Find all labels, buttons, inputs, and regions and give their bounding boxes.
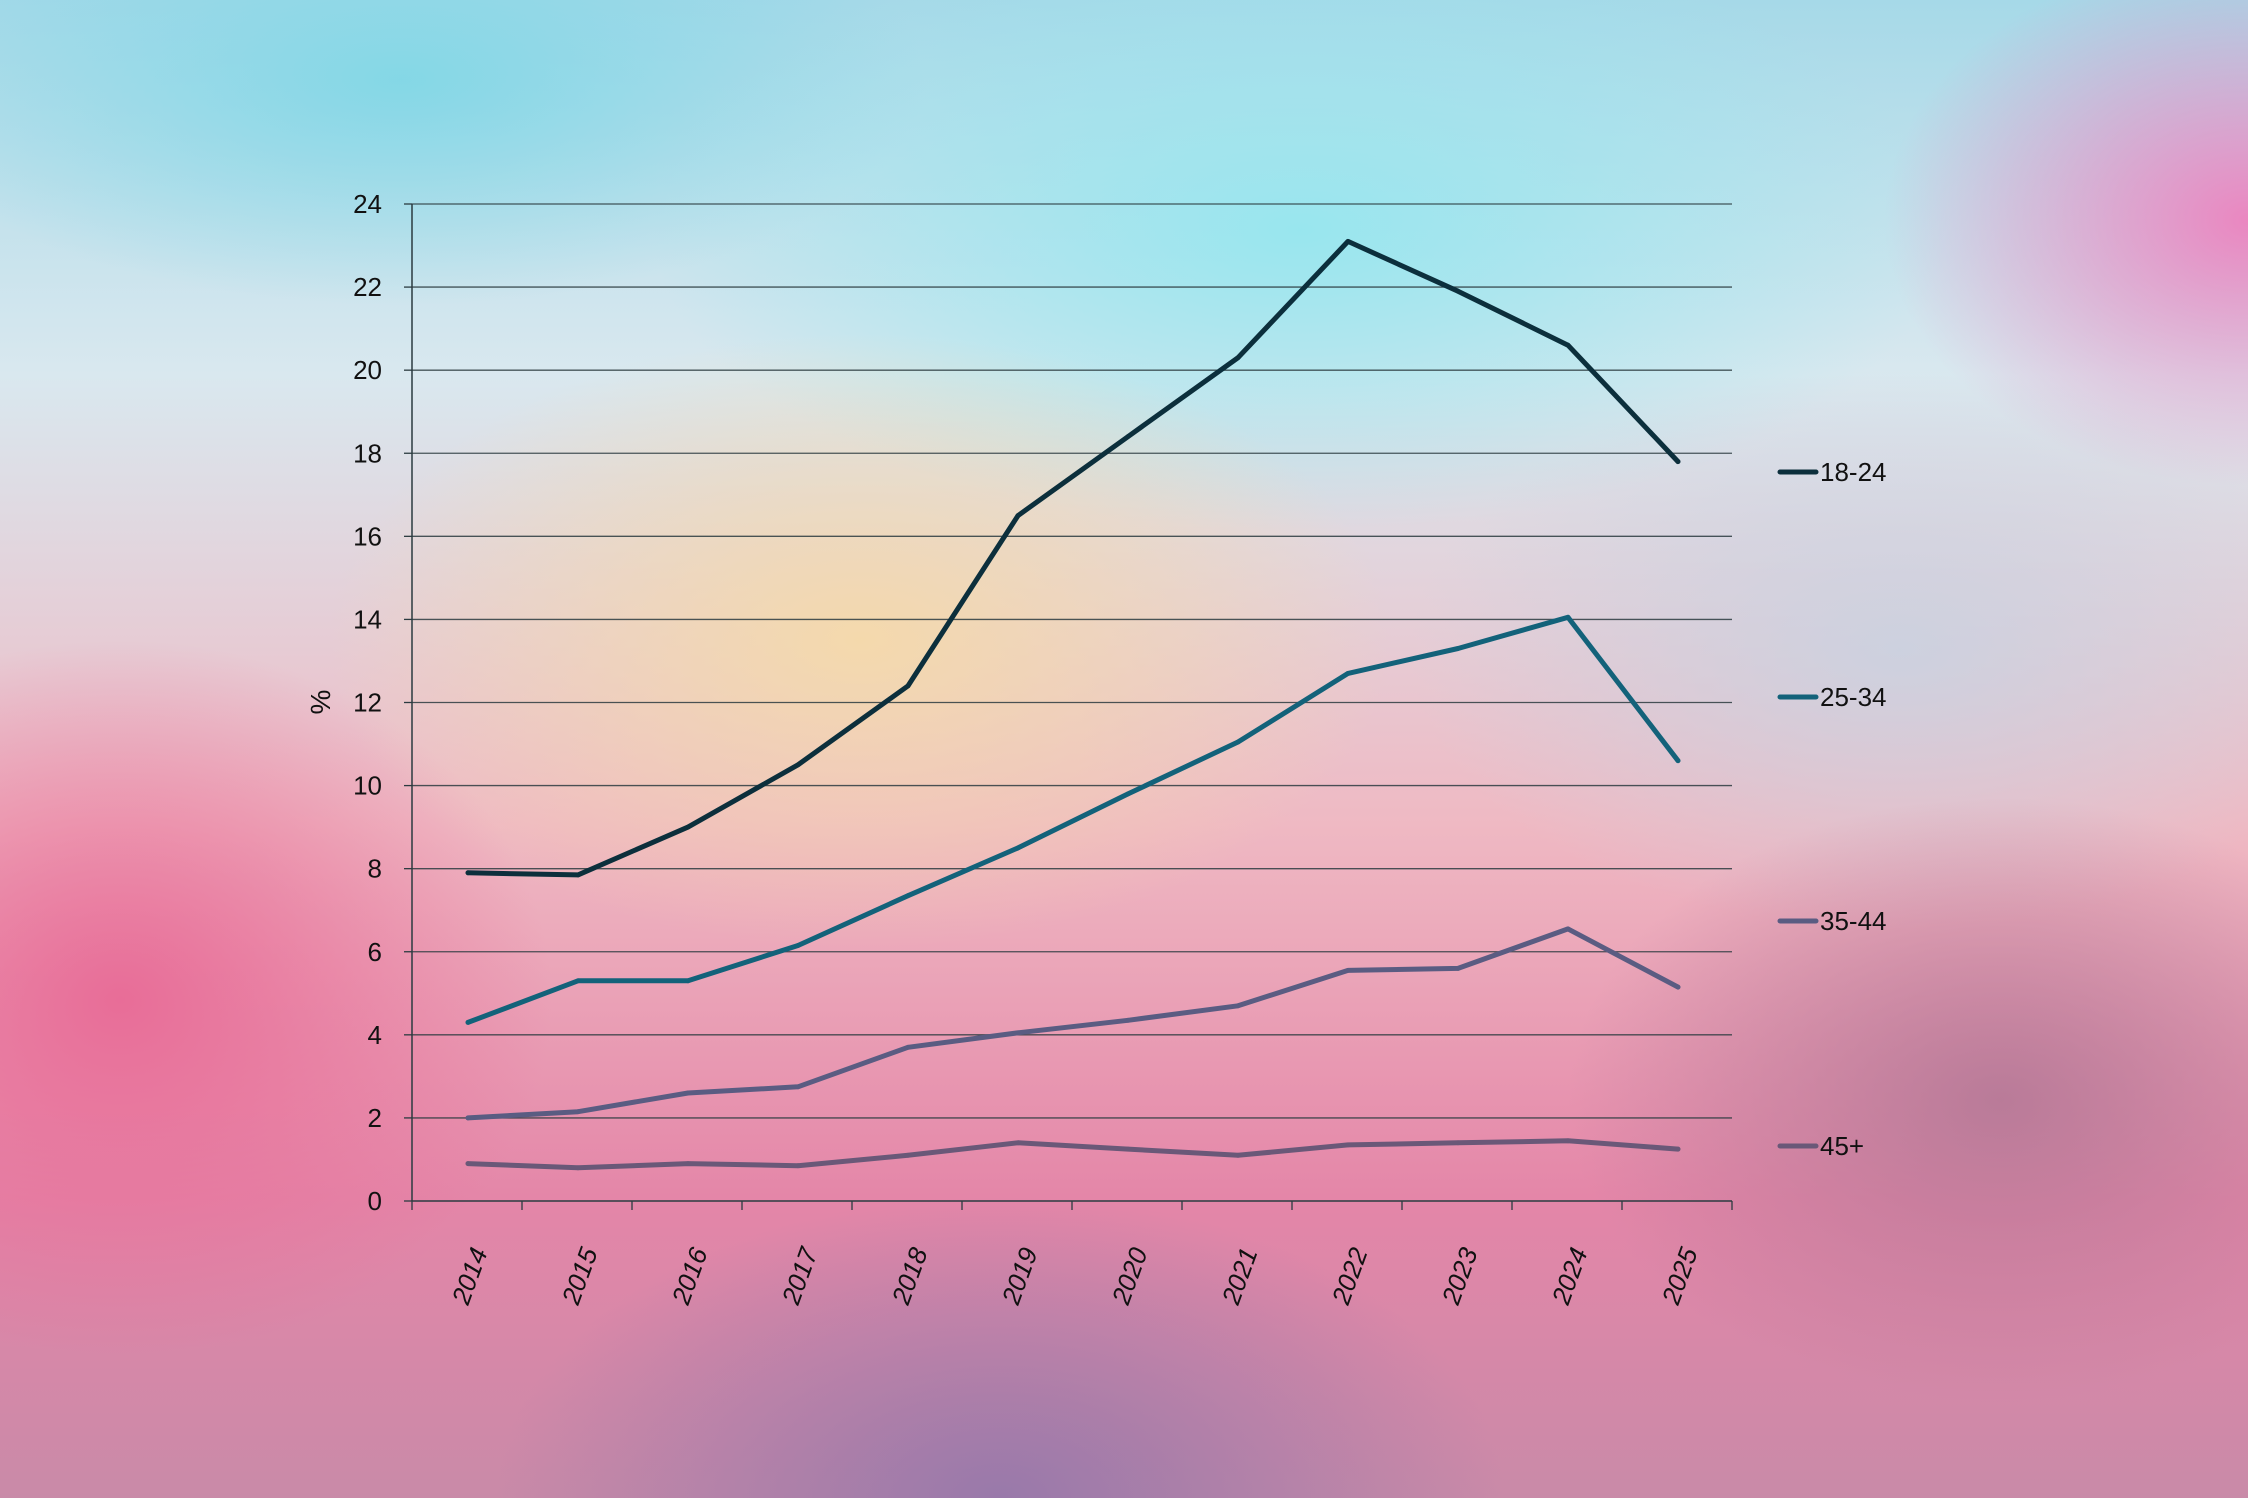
data-point <box>1015 845 1021 851</box>
data-point <box>465 1161 471 1166</box>
data-point <box>685 824 691 830</box>
legend-label: 35-44 <box>1820 906 1887 936</box>
data-point <box>905 893 911 899</box>
data-point <box>575 1165 581 1171</box>
data-point <box>1345 239 1351 244</box>
data-point <box>1015 513 1021 518</box>
series-line-45+ <box>465 1138 1681 1171</box>
y-tick-label: 0 <box>368 1186 382 1216</box>
data-point <box>465 870 471 876</box>
data-point <box>795 1163 801 1169</box>
data-point <box>1015 1030 1021 1036</box>
y-tick-label: 22 <box>353 272 382 302</box>
data-point <box>1675 459 1681 464</box>
data-point <box>795 943 801 948</box>
data-point <box>905 683 911 689</box>
data-point <box>1675 1146 1681 1152</box>
x-tick-label: 2023 <box>1435 1243 1483 1309</box>
legend-label: 45+ <box>1820 1131 1864 1161</box>
x-axis-ticks: 2014 2015 2016 2017 2018 2019 2020 2021 2022 2023… <box>411 1201 1733 1310</box>
x-tick-label: 2016 <box>665 1243 713 1309</box>
y-tick-label: 10 <box>353 771 382 801</box>
series-line-35-44 <box>465 926 1681 1121</box>
y-axis-title: % <box>305 690 336 715</box>
y-tick-label: 8 <box>368 854 382 884</box>
series-line-18-24 <box>465 238 1681 878</box>
data-point <box>1125 791 1131 797</box>
x-tick-label: 2019 <box>995 1244 1043 1310</box>
data-point <box>1235 355 1241 361</box>
series-line-25-34 <box>465 614 1681 1025</box>
data-point <box>1235 1003 1241 1009</box>
data-point <box>465 1020 471 1025</box>
data-point <box>1125 434 1131 439</box>
legend-label: 18-24 <box>1820 457 1887 487</box>
data-point <box>1675 758 1681 764</box>
data-point <box>1565 614 1571 620</box>
data-point <box>1125 1146 1131 1152</box>
data-point <box>1345 671 1351 676</box>
x-tick-label: 2021 <box>1215 1244 1263 1310</box>
x-tick-label: 2018 <box>885 1243 933 1309</box>
y-tick-label: 4 <box>368 1020 382 1050</box>
data-point <box>1125 1017 1131 1023</box>
y-tick-label: 18 <box>353 438 382 468</box>
data-point <box>685 1090 691 1096</box>
data-point <box>1235 739 1241 745</box>
data-point <box>1455 646 1461 651</box>
x-tick-label: 2025 <box>1655 1243 1703 1309</box>
x-tick-label: 2024 <box>1545 1244 1593 1310</box>
data-point <box>795 762 801 768</box>
data-point <box>1455 966 1461 971</box>
data-point <box>795 1084 801 1090</box>
y-tick-label: 12 <box>353 688 382 718</box>
data-point <box>1015 1140 1021 1146</box>
data-point <box>1565 1138 1571 1144</box>
x-tick-label: 2020 <box>1105 1243 1153 1309</box>
data-point <box>1565 926 1571 932</box>
data-point <box>685 978 691 984</box>
y-tick-label: 2 <box>368 1103 382 1133</box>
y-tick-label: 16 <box>353 521 382 551</box>
x-tick-label: 2015 <box>555 1243 603 1309</box>
legend: 18-24 25-34 35-44 45+ <box>1777 457 1887 1161</box>
data-point <box>1235 1152 1241 1158</box>
data-point <box>905 1152 911 1158</box>
y-tick-label: 20 <box>353 355 382 385</box>
data-point <box>905 1044 911 1050</box>
x-tick-label: 2022 <box>1325 1243 1373 1309</box>
legend-label: 25-34 <box>1820 682 1887 712</box>
x-tick-label: 2017 <box>775 1242 824 1309</box>
data-point <box>465 1115 471 1121</box>
y-tick-label: 14 <box>353 604 382 634</box>
x-tick-label: 2014 <box>445 1244 493 1310</box>
data-point <box>685 1161 691 1166</box>
series-lines <box>465 238 1681 1171</box>
data-point <box>1345 1142 1351 1148</box>
data-point <box>1455 288 1461 294</box>
data-point <box>575 978 581 984</box>
data-point <box>575 1109 581 1115</box>
data-point <box>575 872 581 878</box>
data-point <box>1565 342 1571 348</box>
data-point <box>1675 984 1681 990</box>
data-point <box>1345 968 1351 973</box>
data-point <box>1455 1140 1461 1146</box>
y-tick-label: 6 <box>368 937 382 967</box>
y-tick-label: 24 <box>353 189 382 219</box>
grid-lines <box>412 203 1732 1119</box>
